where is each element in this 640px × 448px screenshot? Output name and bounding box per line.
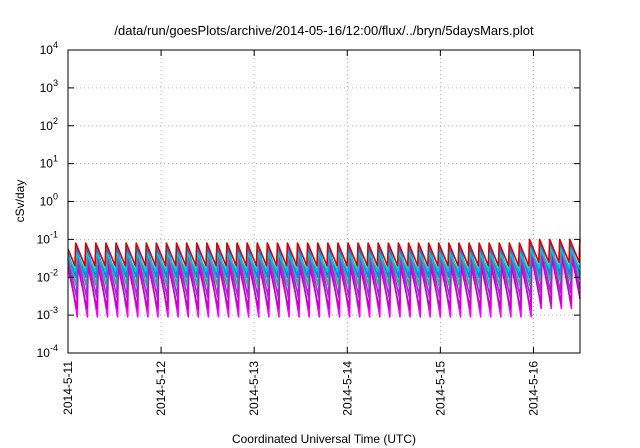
x-axis-label: Coordinated Universal Time (UTC) — [232, 432, 416, 446]
series-line — [67, 255, 581, 310]
x-tick-label: 2014-5-12 — [154, 361, 168, 416]
y-tick-label: 101 — [40, 154, 58, 171]
ticks: 10-4 10-3 10-2 10-1 100 101 102 103 104 2014-5-11… — [37, 40, 580, 416]
chart-title: /data/run/goesPlots/archive/2014-05-16/1… — [114, 23, 534, 38]
series-line — [67, 238, 581, 267]
y-tick-label: 103 — [40, 78, 58, 95]
x-tick-label: 2014-5-13 — [247, 361, 261, 416]
x-tick-label: 2014-5-16 — [526, 361, 540, 416]
y-tick-label: 102 — [40, 116, 58, 133]
grid — [67, 50, 580, 353]
series-line — [67, 247, 581, 298]
y-tick-label: 10-4 — [37, 343, 58, 360]
series-group — [67, 238, 581, 318]
x-tick-label: 2014-5-11 — [61, 361, 75, 415]
y-tick-label: 10-3 — [37, 305, 58, 322]
x-tick-label: 2014-5-14 — [340, 361, 354, 416]
y-tick-label: 104 — [40, 40, 58, 57]
y-tick-label: 100 — [40, 192, 58, 209]
y-tick-label: 10-2 — [37, 267, 58, 284]
x-tick-label: 2014-5-15 — [433, 361, 447, 416]
series-line — [67, 247, 581, 272]
y-axis-label: cSv/day — [13, 180, 27, 223]
y-tick-label: 10-1 — [37, 229, 58, 246]
